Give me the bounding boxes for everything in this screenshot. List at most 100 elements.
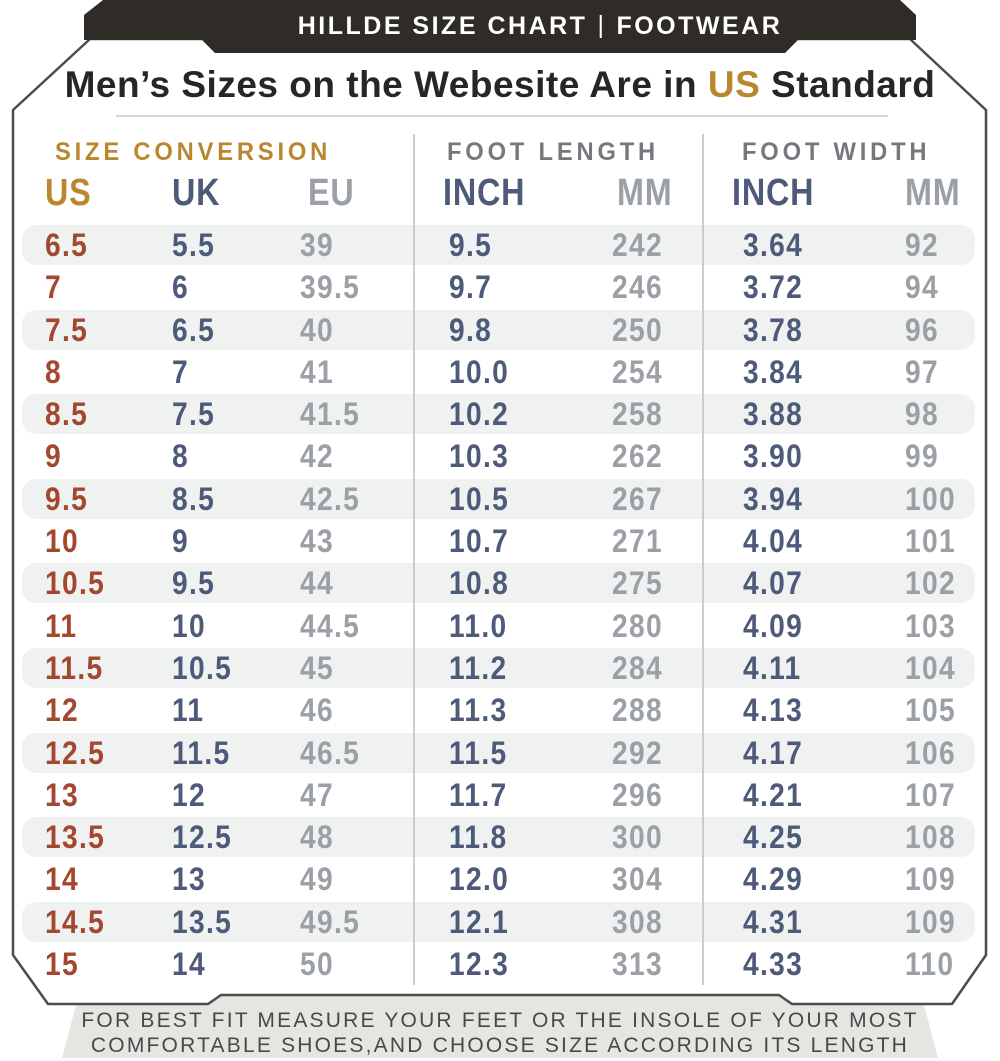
cell-mml: 242	[612, 227, 663, 263]
cell-us: 6.5	[45, 227, 89, 263]
cell-uk: 5.5	[172, 227, 216, 263]
table-row: 11 10 44.5 11.0 280 4.09 103	[22, 605, 975, 647]
page-title: Men’s Sizes on the Webesite Are in US St…	[0, 64, 1000, 106]
cell-uk: 6	[172, 269, 189, 306]
cell-mmw: 109	[905, 903, 956, 940]
cell-inl: 12.1	[449, 903, 510, 940]
cell-us: 9.5	[45, 480, 89, 517]
cell-mml: 313	[612, 946, 663, 983]
table-row: 9 8 42 10.3 262 3.90 99	[22, 435, 975, 477]
table-row: 10.5 9.5 44 10.8 275 4.07 102	[22, 562, 975, 604]
cell-uk: 12	[172, 776, 206, 813]
section-foot-width: FOOT WIDTH	[742, 138, 931, 166]
cell-inw: 4.04	[743, 523, 804, 560]
cell-us: 14.5	[45, 903, 106, 940]
cell-inl: 11.3	[449, 692, 508, 729]
column-divider-right	[702, 134, 704, 985]
cell-eu: 39.5	[300, 269, 361, 306]
column-divider-left	[413, 134, 415, 985]
cell-uk: 7	[172, 353, 189, 390]
cell-eu: 43	[300, 523, 334, 560]
cell-mml: 284	[612, 649, 663, 686]
table-row: 8 7 41 10.0 254 3.84 97	[22, 351, 975, 393]
cell-inw: 3.78	[743, 311, 804, 348]
cell-mmw: 105	[905, 692, 956, 729]
cell-mmw: 109	[905, 861, 956, 898]
cell-mml: 262	[612, 438, 663, 475]
cell-uk: 10.5	[172, 649, 233, 686]
cell-mml: 288	[612, 692, 663, 729]
tab-separator: |	[597, 11, 607, 39]
cell-mml: 308	[612, 903, 663, 940]
column-header-eu: EU	[308, 172, 355, 214]
column-header-mm-length: MM	[617, 172, 673, 214]
cell-inl: 10.3	[449, 438, 510, 475]
cell-uk: 10	[172, 607, 206, 644]
cell-inl: 11.5	[449, 734, 508, 771]
cell-us: 10	[45, 523, 79, 560]
cell-mml: 271	[612, 523, 663, 560]
cell-inl: 10.7	[449, 523, 510, 560]
cell-inl: 12.3	[449, 946, 510, 983]
table-row: 12.5 11.5 46.5 11.5 292 4.17 106	[22, 732, 975, 774]
column-header-inch-length: INCH	[443, 172, 526, 214]
cell-uk: 9	[172, 523, 189, 560]
cell-us: 7	[45, 269, 62, 306]
cell-eu: 39	[300, 227, 334, 263]
cell-uk: 13.5	[172, 903, 233, 940]
cell-eu: 48	[300, 819, 334, 856]
section-foot-length: FOOT LENGTH	[447, 138, 659, 166]
cell-eu: 49.5	[300, 903, 361, 940]
cell-inw: 4.17	[743, 734, 804, 771]
header-tab-shape	[84, 0, 916, 53]
cell-mmw: 98	[905, 396, 939, 433]
cell-us: 12.5	[45, 734, 106, 771]
column-header-inch-width: INCH	[732, 172, 815, 214]
cell-inl: 11.2	[449, 649, 508, 686]
cell-us: 13.5	[45, 819, 106, 856]
cell-uk: 13	[172, 861, 206, 898]
cell-inl: 9.7	[449, 269, 493, 306]
cell-uk: 9.5	[172, 565, 216, 602]
brand-title: HILLDE SIZE CHART	[297, 12, 588, 40]
cell-us: 13	[45, 776, 79, 813]
cell-inl: 10.2	[449, 396, 510, 433]
table-row: 13.5 12.5 48 11.8 300 4.25 108	[22, 816, 975, 858]
cell-uk: 14	[172, 946, 206, 983]
cell-mmw: 108	[905, 819, 956, 856]
cell-us: 14	[45, 861, 79, 898]
table-row: 8.5 7.5 41.5 10.2 258 3.88 98	[22, 393, 975, 435]
table-row: 6.5 5.5 39 9.5 242 3.64 92	[22, 224, 975, 266]
cell-inl: 9.5	[449, 227, 493, 263]
cell-mml: 296	[612, 776, 663, 813]
title-suffix: Standard	[760, 64, 936, 105]
table-row: 7 6 39.5 9.7 246 3.72 94	[22, 266, 975, 308]
table-row: 12 11 46 11.3 288 4.13 105	[22, 689, 975, 731]
cell-us: 11.5	[45, 649, 104, 686]
cell-mmw: 92	[905, 227, 939, 263]
cell-mmw: 103	[905, 607, 956, 644]
cell-eu: 49	[300, 861, 334, 898]
cell-eu: 42	[300, 438, 334, 475]
table-row: 14 13 49 12.0 304 4.29 109	[22, 858, 975, 900]
cell-uk: 12.5	[172, 819, 233, 856]
cell-inl: 11.8	[449, 819, 508, 856]
title-rule	[116, 115, 888, 117]
cell-mml: 292	[612, 734, 663, 771]
cell-mml: 275	[612, 565, 663, 602]
cell-inw: 3.94	[743, 480, 804, 517]
cell-inw: 3.84	[743, 353, 804, 390]
cell-uk: 8.5	[172, 480, 216, 517]
cell-inw: 4.33	[743, 946, 804, 983]
cell-eu: 50	[300, 946, 334, 983]
section-size-conversion: SIZE CONVERSION	[55, 138, 332, 166]
cell-inw: 3.88	[743, 396, 804, 433]
cell-mmw: 94	[905, 269, 939, 306]
cell-mmw: 107	[905, 776, 956, 813]
cell-inl: 9.8	[449, 311, 493, 348]
column-header-us: US	[45, 172, 92, 214]
cell-eu: 46	[300, 692, 334, 729]
table-row: 10 9 43 10.7 271 4.04 101	[22, 520, 975, 562]
column-headers: US UK EU INCH MM INCH MM	[22, 172, 975, 218]
